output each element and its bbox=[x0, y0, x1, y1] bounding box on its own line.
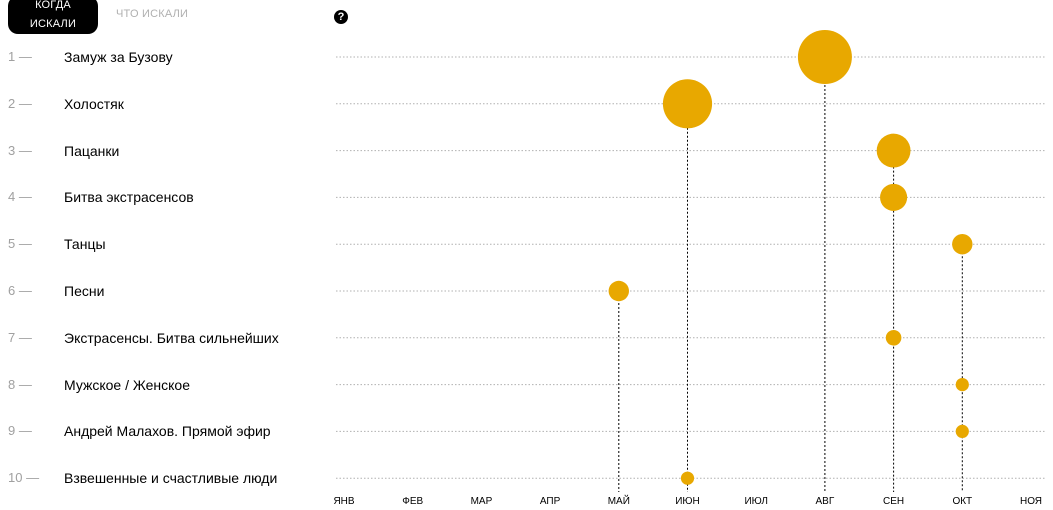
x-tick-label: ЯНВ bbox=[333, 496, 354, 507]
rank-number: 1 — bbox=[8, 49, 32, 64]
bubble-point bbox=[955, 424, 969, 438]
show-title: Пацанки bbox=[64, 142, 120, 159]
bubble-point bbox=[885, 330, 902, 346]
view-tabs: КОГДА ИСКАЛИ ЧТО ИСКАЛИ bbox=[8, 0, 189, 34]
bubble-point bbox=[876, 133, 911, 168]
x-tick-label: АВГ bbox=[816, 496, 835, 507]
x-tick-label: ИЮЛ bbox=[744, 496, 767, 507]
show-title: Андрей Малахов. Прямой эфир bbox=[64, 423, 271, 440]
x-tick-label: ФЕВ bbox=[402, 496, 423, 507]
x-tick-label: НОЯ bbox=[1020, 496, 1042, 507]
rank-number: 3 — bbox=[8, 142, 32, 158]
show-title: Танцы bbox=[64, 236, 106, 253]
rank-number: 10 — bbox=[8, 470, 40, 486]
show-title: Экстрасенсы. Битва сильнейших bbox=[64, 329, 279, 346]
rank-number: 2 — bbox=[8, 95, 32, 111]
rank-number: 4 — bbox=[8, 189, 32, 205]
bubble-point bbox=[797, 30, 852, 84]
x-tick-label: ОКТ bbox=[952, 496, 972, 507]
show-title: Битва экстрасенсов bbox=[64, 189, 194, 206]
x-tick-label: МАЙ bbox=[608, 494, 630, 507]
x-tick-label: АПР bbox=[540, 496, 561, 507]
rank-number: 8 — bbox=[8, 376, 32, 392]
bubble-point bbox=[680, 471, 695, 485]
x-tick-label: ИЮН bbox=[675, 496, 700, 507]
rank-number: 9 — bbox=[8, 423, 32, 439]
bubble-point bbox=[608, 280, 629, 302]
bubble-point bbox=[955, 378, 969, 392]
rank-number: 7 — bbox=[8, 329, 32, 345]
show-title: Замуж за Бузову bbox=[64, 49, 173, 65]
show-title: Мужское / Женское bbox=[64, 376, 190, 393]
x-tick-label: МАР bbox=[471, 496, 493, 507]
rank-number: 6 — bbox=[8, 283, 32, 298]
tab-what-searched[interactable]: ЧТО ИСКАЛИ bbox=[116, 8, 189, 20]
bubble-point bbox=[880, 183, 908, 211]
bubble-point bbox=[952, 234, 973, 255]
question-circle-icon[interactable]: ? bbox=[334, 10, 348, 24]
x-tick-label: СЕН bbox=[883, 496, 904, 507]
rank-number: 5 — bbox=[8, 236, 32, 252]
show-title: Взвешенные и счастливые люди bbox=[64, 470, 278, 487]
show-title: Холостяк bbox=[64, 95, 124, 112]
tab-when-searched[interactable]: КОГДА ИСКАЛИ bbox=[8, 0, 98, 34]
show-title: Песни bbox=[64, 283, 105, 299]
bubble-point bbox=[662, 79, 713, 129]
